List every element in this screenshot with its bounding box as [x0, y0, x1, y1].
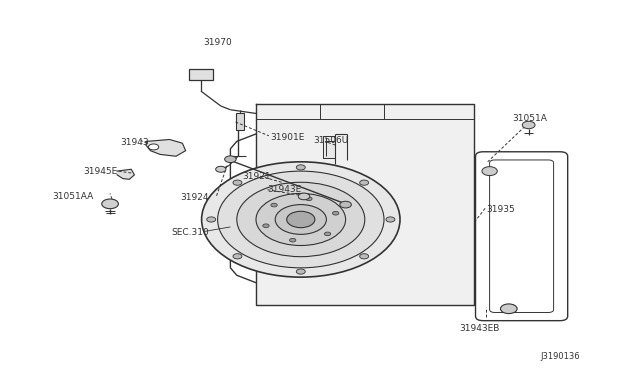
- Text: 31924: 31924: [180, 193, 209, 202]
- Text: 31945E: 31945E: [83, 167, 118, 176]
- Polygon shape: [146, 140, 186, 156]
- Text: 31921: 31921: [242, 172, 271, 181]
- Circle shape: [298, 193, 310, 200]
- Circle shape: [340, 201, 351, 208]
- Text: 31935: 31935: [486, 205, 515, 214]
- Circle shape: [256, 193, 346, 246]
- Circle shape: [271, 203, 277, 207]
- Circle shape: [332, 211, 339, 215]
- Circle shape: [522, 121, 535, 129]
- Circle shape: [102, 199, 118, 209]
- Circle shape: [306, 197, 312, 201]
- Circle shape: [289, 238, 296, 242]
- Circle shape: [360, 180, 369, 185]
- Polygon shape: [256, 104, 474, 305]
- Circle shape: [482, 167, 497, 176]
- Circle shape: [207, 217, 216, 222]
- Circle shape: [360, 254, 369, 259]
- Circle shape: [287, 211, 315, 228]
- Circle shape: [263, 224, 269, 228]
- Circle shape: [500, 304, 517, 314]
- Circle shape: [237, 182, 365, 257]
- Circle shape: [275, 205, 326, 234]
- Circle shape: [296, 165, 305, 170]
- Circle shape: [233, 180, 242, 185]
- Circle shape: [233, 254, 242, 259]
- Polygon shape: [323, 136, 335, 158]
- Circle shape: [202, 162, 400, 277]
- Circle shape: [216, 166, 226, 172]
- Text: 31051AA: 31051AA: [52, 192, 93, 201]
- Text: 31943EB: 31943EB: [460, 324, 500, 333]
- Circle shape: [148, 144, 159, 150]
- Text: 31506U: 31506U: [314, 136, 349, 145]
- Text: 31943: 31943: [120, 138, 149, 147]
- Polygon shape: [117, 169, 134, 179]
- Text: J3190136: J3190136: [541, 352, 580, 361]
- Bar: [189, 69, 213, 80]
- Circle shape: [296, 269, 305, 274]
- Bar: [236, 113, 244, 130]
- Circle shape: [324, 232, 331, 236]
- Text: 31970: 31970: [204, 38, 232, 47]
- Text: 31943E: 31943E: [268, 185, 302, 194]
- Text: SEC.310: SEC.310: [172, 228, 209, 237]
- Circle shape: [225, 156, 236, 163]
- Circle shape: [218, 171, 384, 268]
- Text: 31901E: 31901E: [270, 133, 305, 142]
- Circle shape: [386, 217, 395, 222]
- Text: 31051A: 31051A: [512, 114, 547, 123]
